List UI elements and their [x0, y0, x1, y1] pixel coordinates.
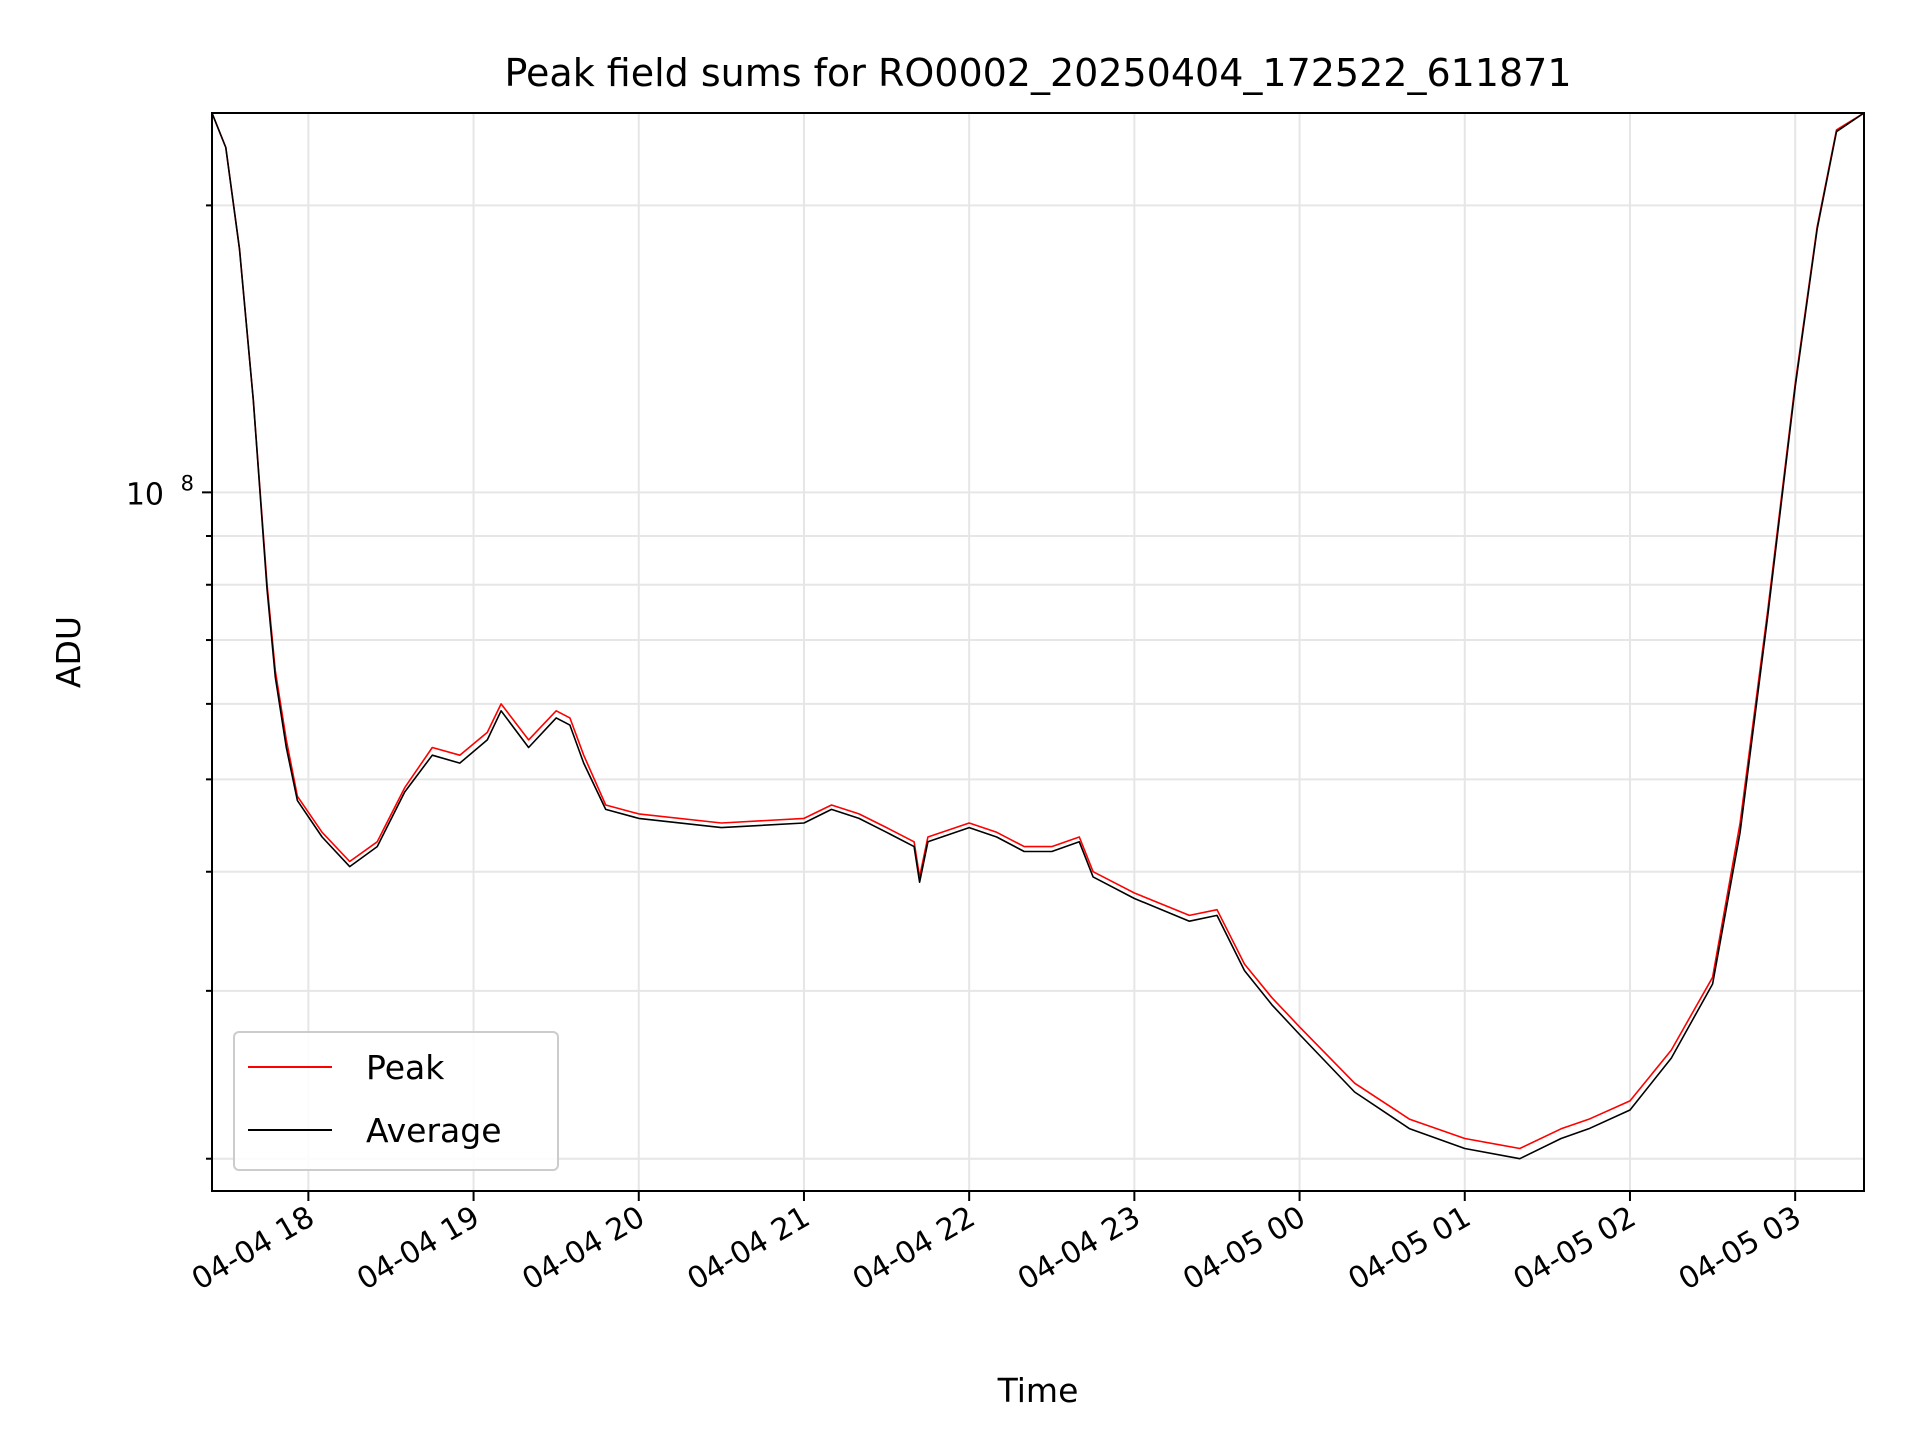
y-tick-label: 10: [126, 477, 164, 512]
y-tick-label-exponent: 8: [181, 471, 194, 495]
series-layer: [211, 112, 1865, 1160]
legend-label-peak: Peak: [366, 1048, 445, 1087]
series-line-peak: [211, 112, 1865, 1150]
y-axis-label: ADU: [49, 616, 88, 688]
plot-frame: [211, 112, 1865, 1192]
grid: [212, 113, 1864, 1191]
legend: Peak Average: [233, 1031, 559, 1171]
series-line-average: [211, 112, 1865, 1160]
x-axis-label: Time: [997, 1371, 1079, 1410]
y-axis: 10 8: [126, 204, 212, 1160]
legend-label-average: Average: [366, 1111, 502, 1150]
chart-title: Peak field sums for RO0002_20250404_1725…: [504, 51, 1571, 95]
